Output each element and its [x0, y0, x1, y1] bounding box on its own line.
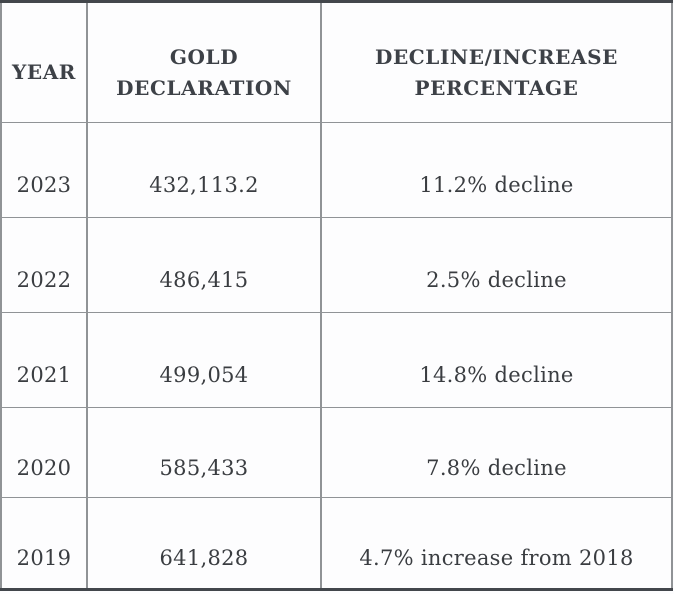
cell-year: 2020	[0, 407, 88, 498]
column-header-decline-increase-percentage-label: DECLINE/INCREASE PERCENTAGE	[375, 44, 618, 100]
cell-gold: 641,828	[86, 497, 322, 590]
cell-pct: 14.8% decline	[320, 312, 673, 408]
header-row: YEAR GOLD DECLARATION DECLINE/INCREASE P…	[0, 1, 673, 123]
column-header-year-label: YEAR	[11, 60, 77, 84]
cell-year: 2022	[0, 217, 88, 313]
cell-gold: 432,113.2	[86, 122, 322, 218]
cell-pct: 7.8% decline	[320, 407, 673, 498]
table-row: 2020 585,433 7.8% decline	[0, 407, 673, 498]
cell-year: 2021	[0, 312, 88, 408]
column-header-gold-declaration-label: GOLD DECLARATION	[116, 44, 292, 100]
table-row: 2023 432,113.2 11.2% decline	[0, 122, 673, 218]
column-header-year: YEAR	[0, 1, 88, 123]
table-row: 2022 486,415 2.5% decline	[0, 217, 673, 313]
table-body: 2023 432,113.2 11.2% decline 2022 486,415 2.5…	[0, 122, 673, 590]
cell-pct: 2.5% decline	[320, 217, 673, 313]
cell-gold: 499,054	[86, 312, 322, 408]
table-header: YEAR GOLD DECLARATION DECLINE/INCREASE P…	[0, 1, 673, 123]
cell-year: 2023	[0, 122, 88, 218]
column-header-decline-increase-percentage: DECLINE/INCREASE PERCENTAGE	[320, 1, 673, 123]
cell-year: 2019	[0, 497, 88, 590]
cell-pct: 11.2% decline	[320, 122, 673, 218]
cell-pct: 4.7% increase from 2018	[320, 497, 673, 590]
cell-gold: 585,433	[86, 407, 322, 498]
table-row: 2019 641,828 4.7% increase from 2018	[0, 497, 673, 590]
column-header-gold-declaration: GOLD DECLARATION	[86, 1, 322, 123]
cell-gold: 486,415	[86, 217, 322, 313]
table-row: 2021 499,054 14.8% decline	[0, 312, 673, 408]
